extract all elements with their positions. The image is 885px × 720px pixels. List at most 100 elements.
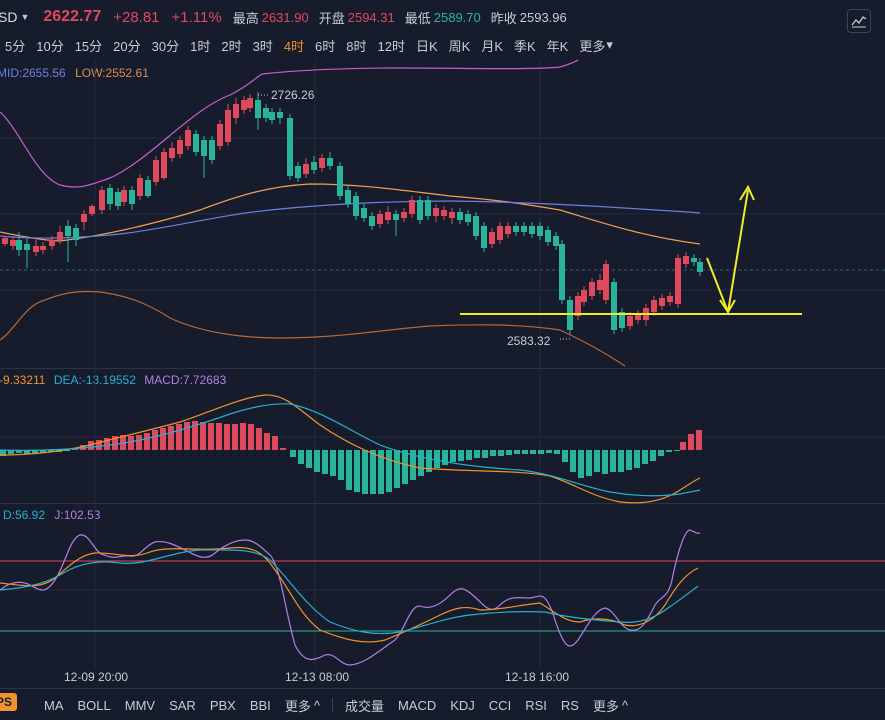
candle-body[interactable] — [337, 166, 343, 196]
candle-body[interactable] — [465, 214, 471, 222]
candle-body[interactable] — [57, 232, 63, 240]
chevron-down-icon[interactable]: ▾ — [606, 37, 613, 52]
candle-body[interactable] — [497, 226, 503, 240]
indicator-tag[interactable]: PS — [0, 693, 18, 711]
timeframe-tab[interactable]: 更多 — [579, 38, 606, 54]
candle-body[interactable] — [353, 196, 359, 216]
timeframe-tab[interactable]: 8时 — [346, 38, 367, 54]
candle-body[interactable] — [589, 282, 595, 296]
indicator-button[interactable]: PBX — [209, 697, 236, 713]
candle-body[interactable] — [619, 312, 625, 328]
timeframe-tab[interactable]: 6时 — [315, 38, 336, 54]
candle-body[interactable] — [2, 238, 8, 244]
timeframe-tab[interactable]: 年K — [546, 38, 569, 54]
candle-body[interactable] — [161, 152, 167, 178]
candle-body[interactable] — [659, 298, 665, 306]
candle-body[interactable] — [225, 110, 231, 142]
candle-body[interactable] — [89, 206, 95, 214]
timeframe-tab[interactable]: 5分 — [5, 38, 26, 54]
timeframe-tab[interactable]: 10分 — [36, 38, 64, 54]
candle-body[interactable] — [627, 316, 633, 326]
symbol-dropdown-icon[interactable]: ▼ — [20, 12, 30, 22]
timeframe-tab[interactable]: 1时 — [190, 38, 211, 54]
indicator-button[interactable]: MMV — [124, 697, 156, 713]
timeframe-tab[interactable]: 日K — [415, 38, 438, 54]
candle-body[interactable] — [303, 164, 309, 174]
indicator-button[interactable]: MACD — [397, 697, 437, 713]
candle-body[interactable] — [369, 216, 375, 226]
candle-body[interactable] — [255, 100, 261, 118]
candle-body[interactable] — [505, 226, 511, 234]
candle-body[interactable] — [277, 112, 283, 118]
candle-body[interactable] — [177, 140, 183, 154]
indicator-button[interactable]: 更多 — [284, 698, 311, 714]
candle-body[interactable] — [581, 290, 587, 302]
timeframe-tab[interactable]: 季K — [514, 38, 536, 54]
candle-body[interactable] — [553, 236, 559, 246]
candle-body[interactable] — [145, 180, 151, 196]
candle-body[interactable] — [611, 282, 617, 330]
candle-body[interactable] — [99, 190, 105, 210]
candle-body[interactable] — [683, 256, 689, 264]
candle-body[interactable] — [675, 258, 681, 304]
candle-body[interactable] — [193, 134, 199, 152]
candle-body[interactable] — [263, 108, 269, 118]
candle-body[interactable] — [10, 240, 16, 246]
candle-body[interactable] — [449, 212, 455, 218]
candle-body[interactable] — [481, 226, 487, 248]
candle-body[interactable] — [241, 100, 247, 110]
candle-body[interactable] — [345, 190, 351, 204]
candle-body[interactable] — [361, 208, 367, 218]
chevron-up-icon[interactable]: ^ — [621, 697, 629, 713]
candle-body[interactable] — [217, 124, 223, 146]
candle-body[interactable] — [513, 226, 519, 232]
candle-body[interactable] — [40, 246, 46, 250]
candle-body[interactable] — [401, 212, 407, 218]
indicator-button[interactable]: 成交量 — [344, 698, 384, 714]
timeframe-tab[interactable]: 周K — [448, 38, 471, 54]
candle-body[interactable] — [169, 148, 175, 158]
candle-body[interactable] — [16, 240, 22, 250]
candle-body[interactable] — [521, 226, 527, 232]
candle-body[interactable] — [651, 300, 657, 312]
candle-body[interactable] — [529, 226, 535, 234]
candle-body[interactable] — [129, 190, 135, 204]
candle-body[interactable] — [65, 226, 71, 236]
indicator-button[interactable]: RSI — [525, 697, 547, 713]
candle-body[interactable] — [697, 262, 703, 272]
candle-body[interactable] — [121, 190, 127, 202]
candle-body[interactable] — [33, 246, 39, 252]
candle-body[interactable] — [667, 296, 673, 302]
candle-body[interactable] — [457, 212, 463, 220]
timeframe-tab[interactable]: 月K — [481, 38, 503, 54]
symbol-name[interactable]: SD — [0, 9, 18, 25]
candle-body[interactable] — [287, 118, 293, 176]
candle-body[interactable] — [201, 140, 207, 156]
candle-body[interactable] — [545, 230, 551, 242]
candle-body[interactable] — [425, 200, 431, 216]
candle-body[interactable] — [433, 208, 439, 216]
candle-body[interactable] — [24, 244, 30, 250]
candle-body[interactable] — [73, 228, 79, 240]
candle-body[interactable] — [393, 214, 399, 220]
candle-body[interactable] — [691, 258, 697, 262]
candle-body[interactable] — [489, 232, 495, 244]
timeframe-tab[interactable]: 3时 — [252, 38, 273, 54]
timeframe-tab[interactable]: 2时 — [221, 38, 242, 54]
candle-body[interactable] — [209, 140, 215, 160]
candle-body[interactable] — [153, 160, 159, 182]
candle-body[interactable] — [327, 158, 333, 166]
candle-body[interactable] — [319, 158, 325, 168]
candle-body[interactable] — [247, 98, 253, 108]
candle-body[interactable] — [473, 216, 479, 236]
candle-body[interactable] — [441, 210, 447, 216]
indicator-button[interactable]: 更多 — [592, 698, 619, 714]
candle-body[interactable] — [603, 264, 609, 300]
timeframe-tab[interactable]: 4时 — [283, 38, 305, 54]
trend-arrow[interactable] — [706, 189, 749, 316]
candle-body[interactable] — [295, 166, 301, 178]
indicator-button[interactable]: BBI — [249, 697, 271, 713]
candle-body[interactable] — [409, 200, 415, 214]
candle-body[interactable] — [115, 192, 121, 206]
